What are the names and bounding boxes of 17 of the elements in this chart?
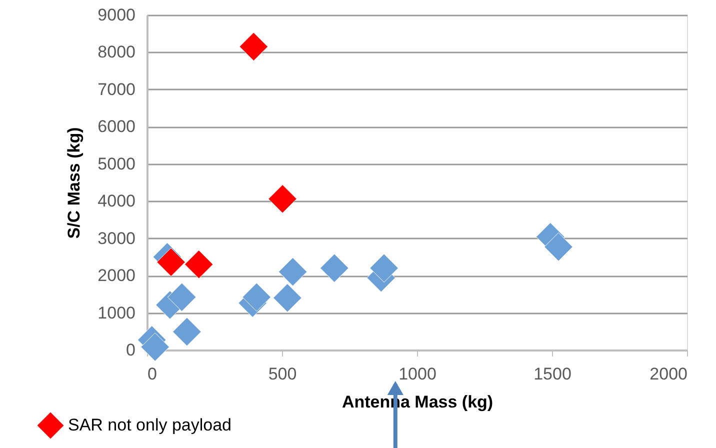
y-tick-label: 2000 — [98, 266, 136, 286]
x-tick-label: 2000 — [650, 364, 688, 384]
x-tick-label: 500 — [268, 364, 297, 384]
y-tick-label: 3000 — [98, 228, 136, 248]
x-tick-label: 0 — [148, 364, 157, 384]
x-tick-label: 1000 — [398, 364, 436, 384]
legend-label: SAR not only payload — [68, 416, 232, 434]
y-tick-label: 9000 — [98, 6, 136, 24]
x-tick-label: 1500 — [534, 364, 572, 384]
y-tick-label: 4000 — [98, 192, 136, 211]
y-tick-label: 7000 — [98, 80, 136, 99]
y-tick-label: 5000 — [98, 154, 136, 174]
y-tick-label: 1000 — [98, 303, 136, 322]
y-tick-label: 0 — [126, 340, 136, 360]
y-axis-title: S/C Mass (kg) — [64, 127, 84, 239]
y-tick-label: 8000 — [98, 42, 136, 62]
y-tick-label: 6000 — [98, 117, 136, 136]
